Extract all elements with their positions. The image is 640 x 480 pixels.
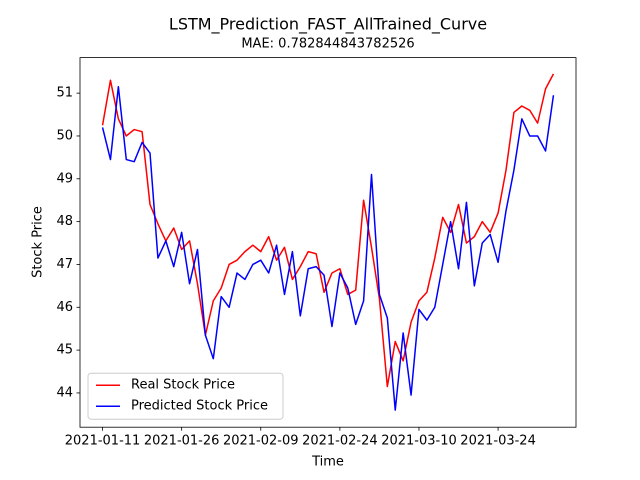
chart-title: LSTM_Prediction_FAST_AllTrained_Curve [169, 15, 487, 35]
y-axis-label: Stock Price [31, 206, 46, 278]
y-tick-label: 50 [56, 128, 73, 143]
legend-label: Predicted Stock Price [131, 399, 268, 414]
x-tick-label: 2021-03-10 [381, 434, 457, 449]
data-line [101, 85, 555, 411]
legend-box [87, 372, 284, 420]
x-tick-label: 2021-01-11 [65, 434, 141, 449]
y-tick-label: 46 [56, 300, 73, 315]
axes-frame [79, 57, 577, 428]
x-tick-label: 2021-01-26 [144, 434, 220, 449]
legend-label: Real Stock Price [131, 378, 235, 393]
chart-subtitle: MAE: 0.782844843782526 [241, 37, 414, 52]
legend: Real Stock Price Predicted Stock Price [87, 372, 284, 420]
x-tick-label: 2021-02-09 [223, 434, 299, 449]
y-tick-label: 47 [56, 257, 73, 272]
y-tick-label: 44 [56, 385, 73, 400]
x-axis-label: Time [311, 455, 344, 470]
y-tick-label: 45 [56, 343, 73, 358]
x-tick-label: 2021-02-24 [302, 434, 378, 449]
y-tick-label: 51 [56, 86, 73, 101]
x-tick-label: 2021-03-24 [460, 434, 536, 449]
data-line [101, 73, 555, 388]
y-tick-label: 49 [56, 171, 73, 186]
y-tick-label: 48 [56, 214, 73, 229]
